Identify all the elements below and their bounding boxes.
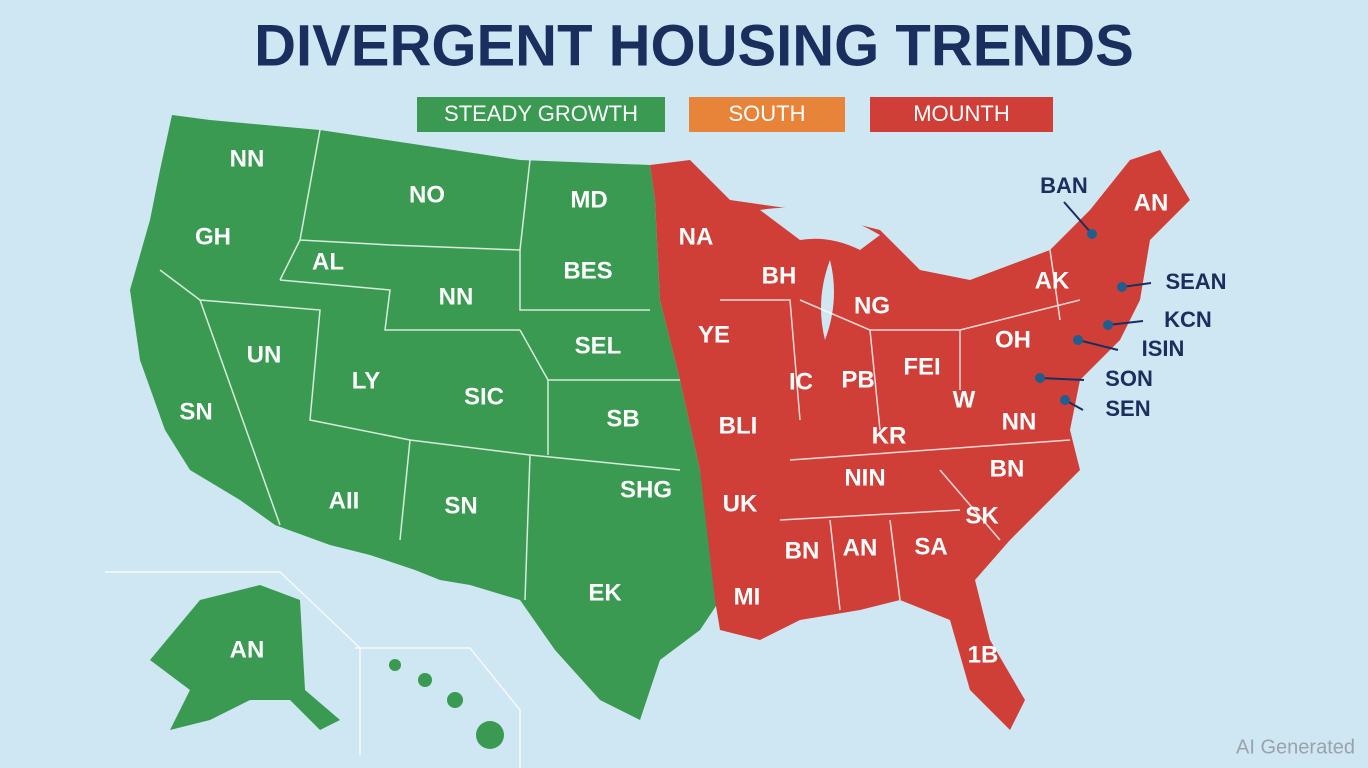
region-label: SN	[179, 398, 212, 425]
callout-line	[1039, 377, 1085, 381]
region-label: UN	[247, 341, 282, 368]
legend-swatch	[870, 97, 1053, 132]
region-label: NN	[230, 145, 265, 172]
callout-label: BAN	[1040, 173, 1088, 198]
legend-swatch	[689, 97, 845, 132]
callout-label: SEN	[1105, 396, 1150, 421]
region-label: AK	[1035, 267, 1070, 294]
region-label: AII	[329, 487, 360, 514]
region-label: SHG	[620, 476, 672, 503]
callout-dot	[1087, 229, 1097, 239]
inset-frame	[105, 571, 361, 755]
region-label: NO	[409, 181, 445, 208]
callout-dot	[1073, 335, 1083, 345]
callout-label: SON	[1105, 366, 1153, 391]
region-label: FEI	[903, 353, 940, 380]
legend-label: STEADY GROWTH	[444, 101, 638, 126]
region-label: GH	[195, 223, 231, 250]
region-label: BN	[785, 537, 820, 564]
region-label: AN	[843, 534, 878, 561]
region-label: IC	[789, 368, 813, 395]
us-map	[105, 115, 1190, 768]
region-label: SB	[606, 405, 639, 432]
region-label: EK	[588, 579, 622, 606]
region-label: 1B	[968, 641, 999, 668]
title: DIVERGENT HOUSING TRENDS	[254, 13, 1134, 78]
callout-dot	[1103, 320, 1113, 330]
callout-label: ISIN	[1142, 336, 1185, 361]
region-label: NA	[679, 223, 714, 250]
region-label: AL	[312, 248, 344, 275]
region-label: SIC	[464, 383, 504, 410]
region-label: SN	[444, 492, 477, 519]
region-label: MI	[734, 583, 761, 610]
callout-line	[1063, 201, 1093, 235]
region-label: PB	[841, 366, 874, 393]
region-label: BH	[762, 262, 797, 289]
region-label: BES	[563, 257, 612, 284]
legend-label: SOUTH	[729, 101, 806, 126]
inset-frame	[355, 647, 521, 768]
region-label: KR	[872, 422, 907, 449]
region-label: AN	[230, 636, 265, 663]
callout-line	[1107, 320, 1144, 326]
legend-label: MOUNTH	[913, 101, 1010, 126]
callout-dot	[1035, 373, 1045, 383]
region-label: NN	[1002, 408, 1037, 435]
region-label: OH	[995, 326, 1031, 353]
region-label: BN	[990, 455, 1025, 482]
legend: STEADY GROWTH SOUTH MOUNTH	[417, 97, 1053, 132]
region-label: SEL	[575, 332, 622, 359]
region-label: SK	[965, 502, 999, 529]
lake	[760, 207, 880, 340]
hawaii	[389, 659, 504, 749]
watermark: AI Generated	[1236, 736, 1355, 758]
region-label: W	[953, 386, 976, 413]
callout-dot	[1117, 282, 1127, 292]
state-borders	[159, 129, 1081, 611]
region-label: MD	[570, 186, 607, 213]
region-label: AN	[1134, 189, 1169, 216]
callout-dot	[1060, 395, 1070, 405]
region-label: UK	[723, 490, 758, 517]
callout-label: SEAN	[1165, 269, 1226, 294]
region-label: LY	[352, 367, 380, 394]
legend-swatch	[417, 97, 665, 132]
region-label: BLI	[719, 412, 758, 439]
region-label: NN	[439, 283, 474, 310]
region-label: NIN	[844, 464, 885, 491]
east-region	[650, 150, 1190, 730]
region-label: SA	[914, 533, 947, 560]
region-label: YE	[698, 321, 730, 348]
callout-label: KCN	[1164, 307, 1212, 332]
alaska	[150, 585, 340, 730]
map-labels: NN NO MD GH AL BES NN UN SEL LY SIC SN SB AII SN SHG EK A…	[179, 145, 1226, 668]
west-region	[130, 115, 720, 720]
region-label: NG	[854, 292, 890, 319]
callout-line	[1077, 339, 1119, 351]
